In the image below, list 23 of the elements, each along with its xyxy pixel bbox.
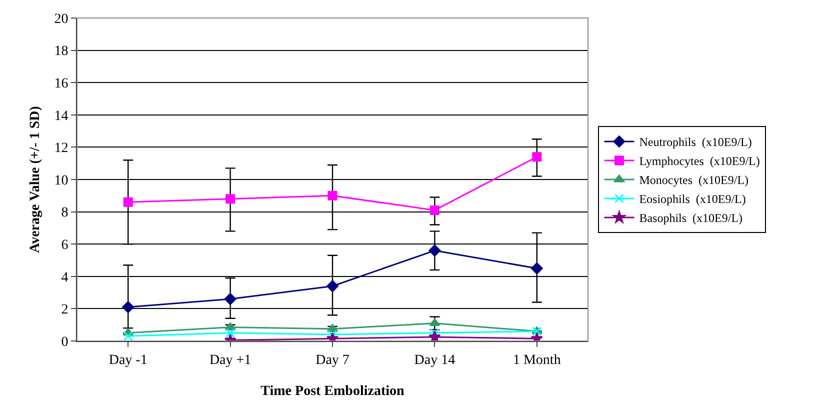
y-tick-label: 18 xyxy=(54,44,68,60)
x-tick-label: Day -1 xyxy=(108,352,148,368)
x-tick-label: Day 7 xyxy=(316,352,350,368)
y-tick-label: 16 xyxy=(54,76,68,92)
y-tick-label: 12 xyxy=(54,141,68,156)
legend-label: Monocytes (x10E9/L) xyxy=(639,173,749,188)
y-axis-title: Average Value (+/- 1 SD) xyxy=(28,106,43,253)
y-tick-label: 4 xyxy=(61,270,68,286)
y-tick-label: 8 xyxy=(61,206,68,221)
legend-label: Lymphocytes (x10E9/L) xyxy=(639,154,760,168)
legend-label: Neutrophils (x10E9/L) xyxy=(639,135,752,150)
y-tick-label: 10 xyxy=(54,173,68,188)
legend-label: Eosiophils (x10E9/L) xyxy=(639,192,746,206)
y-tick-label: 0 xyxy=(61,334,68,350)
x-tick-label: Day +1 xyxy=(209,352,252,368)
y-tick-label: 14 xyxy=(54,108,68,124)
x-axis-title: Time Post Embolization xyxy=(260,384,405,400)
y-tick-label: 20 xyxy=(54,12,68,27)
legend-label: Basophils (x10E9/L) xyxy=(639,211,743,226)
x-tick-label: 1 Month xyxy=(512,352,561,368)
y-tick-label: 2 xyxy=(61,302,68,318)
y-tick-label: 6 xyxy=(61,238,68,253)
x-tick-label: Day 14 xyxy=(414,352,456,368)
